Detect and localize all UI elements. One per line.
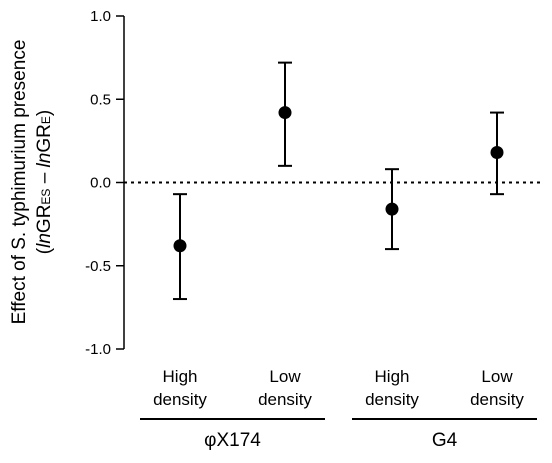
y-axis-title-line2: (lnGRES – lnGRE) — [34, 110, 55, 254]
data-point — [278, 106, 292, 120]
category-label-line1: Low — [269, 367, 301, 386]
data-point — [173, 239, 187, 253]
y-tick-label: 0.5 — [90, 91, 111, 108]
x-axis-labels: High density Low density High density Low densi… — [140, 367, 537, 451]
axes: 1.0 0.5 0.0 -0.5 -1.0 — [85, 8, 540, 358]
group-label: G4 — [432, 430, 458, 451]
category-label-line1: Low — [481, 367, 513, 386]
category-label-line2: density — [365, 390, 419, 409]
category-label-line2: density — [470, 390, 524, 409]
category-label-line2: density — [153, 390, 207, 409]
data-point — [490, 146, 504, 160]
data-marks — [173, 61, 504, 301]
y-tick-label: -1.0 — [85, 341, 111, 358]
category-label-line1: High — [375, 367, 410, 386]
category-label-line2: density — [258, 390, 312, 409]
y-axis-title: Effect of S. typhimurium presence (lnGRE… — [9, 40, 55, 325]
y-tick-label: -0.5 — [85, 258, 111, 275]
category-label-line1: High — [163, 367, 198, 386]
y-axis-title-line1: Effect of S. typhimurium presence — [9, 40, 30, 325]
group-label: φX174 — [204, 430, 261, 451]
data-point — [385, 202, 399, 216]
y-tick-label: 1.0 — [90, 8, 111, 25]
y-tick-label: 0.0 — [90, 175, 111, 192]
